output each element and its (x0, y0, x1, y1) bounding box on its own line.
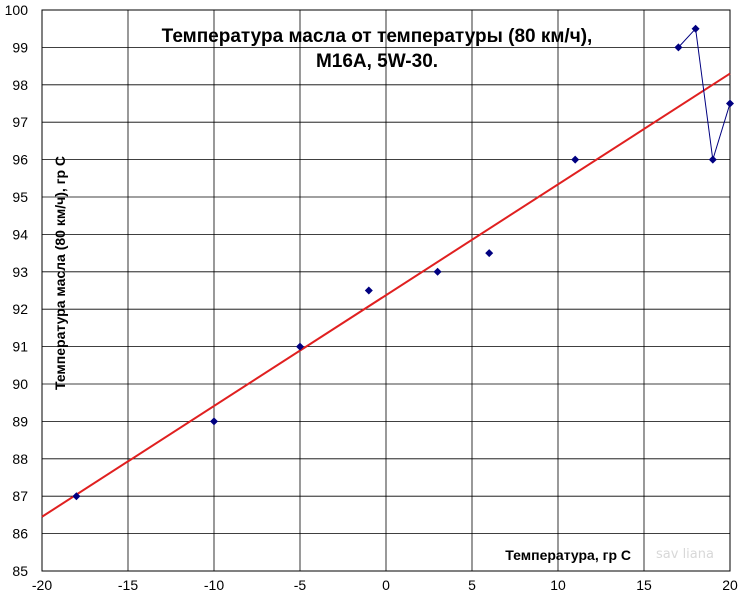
chart-title-line-1: Температура масла от температуры (80 км/… (162, 26, 593, 47)
x-tick-label: -15 (118, 577, 138, 593)
y-tick-label: 90 (12, 376, 28, 392)
x-axis-ticks: -20 -15 -10 -5 0 5 10 15 20 (32, 577, 738, 593)
data-point (433, 267, 442, 276)
grid (41, 9, 731, 572)
data-point (296, 342, 304, 351)
y-tick-label: 89 (12, 413, 28, 429)
series (72, 24, 734, 501)
y-tick-label: 100 (5, 2, 29, 18)
series-line (678, 27, 731, 160)
data-point (72, 492, 81, 501)
y-tick-label: 92 (12, 301, 28, 317)
data-point (571, 155, 580, 164)
data-point (210, 417, 218, 426)
watermark: sav liana (656, 547, 714, 562)
x-tick-label: 10 (550, 577, 566, 593)
chart-title-line-2: M16A, 5W-30. (316, 51, 438, 72)
x-axis-title: Температура, гр С (505, 547, 631, 563)
x-tick-label: -5 (294, 577, 307, 593)
y-tick-label: 93 (12, 264, 28, 280)
y-tick-label: 98 (12, 77, 28, 93)
x-tick-label: 15 (636, 577, 652, 593)
y-tick-label: 91 (12, 339, 28, 355)
y-tick-label: 96 (12, 152, 28, 168)
trendline (41, 72, 731, 518)
data-point (674, 43, 683, 52)
y-tick-label: 85 (12, 563, 28, 579)
data-point (364, 286, 373, 295)
data-point (485, 249, 494, 258)
x-tick-label: -10 (204, 577, 224, 593)
y-tick-label: 97 (12, 114, 28, 130)
y-tick-label: 94 (12, 226, 28, 242)
y-tick-label: 99 (12, 39, 28, 55)
data-point (691, 24, 700, 33)
data-point (726, 99, 734, 108)
y-tick-label: 87 (12, 488, 28, 504)
x-tick-label: 0 (382, 577, 390, 593)
x-tick-label: -20 (32, 577, 52, 593)
y-axis-ticks: 85 86 87 88 89 90 91 92 93 94 95 96 97 98 99 100 (5, 2, 29, 579)
y-tick-label: 88 (12, 451, 28, 467)
y-axis-title: Температура масла (80 км/ч), гр С (52, 156, 68, 390)
trend-line (41, 72, 731, 518)
x-tick-label: 5 (468, 577, 476, 593)
y-tick-label: 86 (12, 526, 28, 542)
data-point (708, 155, 717, 164)
x-tick-label: 20 (722, 577, 738, 593)
y-tick-label: 95 (12, 189, 28, 205)
